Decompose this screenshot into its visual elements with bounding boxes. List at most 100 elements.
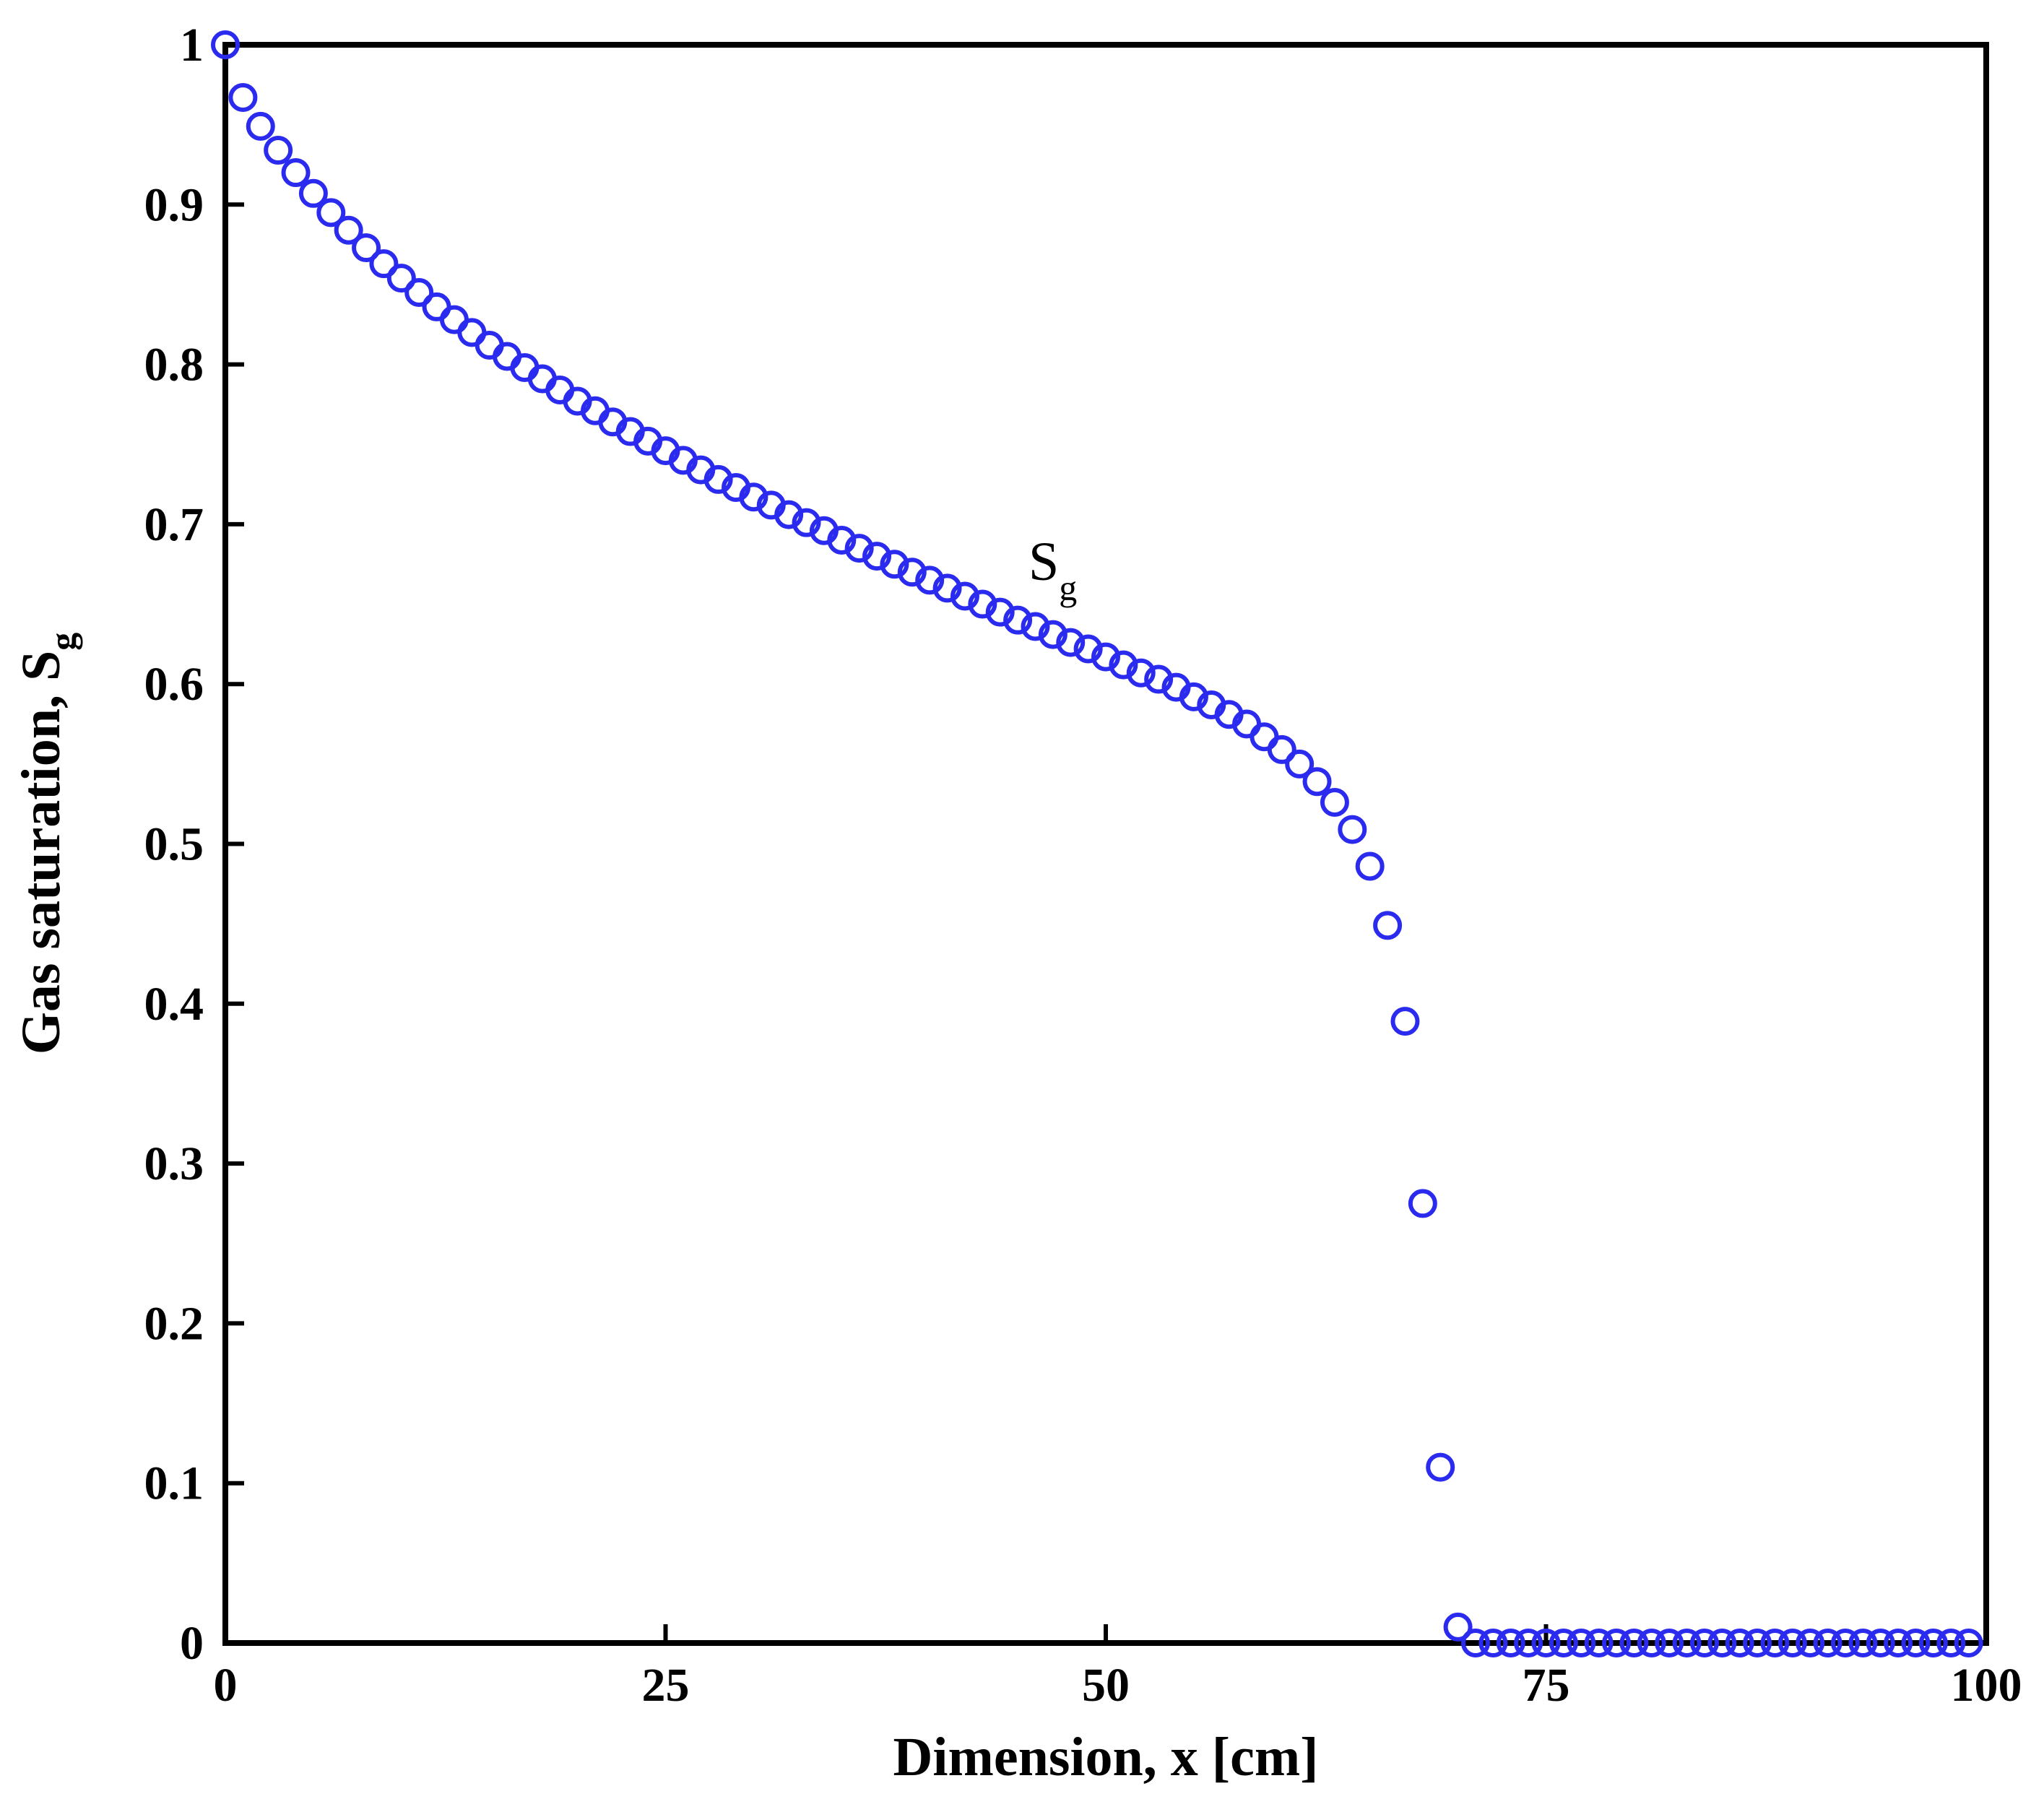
data-point	[1796, 1629, 1825, 1657]
data-point	[1426, 1452, 1455, 1482]
data-point	[968, 589, 997, 619]
data-point	[1091, 642, 1120, 672]
data-point	[1936, 1629, 1966, 1657]
data-point	[404, 278, 434, 308]
y-tick-label: 0.8	[144, 339, 204, 391]
data-point	[1144, 664, 1174, 694]
y-tick-label: 0.4	[144, 978, 204, 1031]
data-point	[1672, 1629, 1702, 1657]
data-point	[1549, 1629, 1578, 1657]
data-point	[1320, 787, 1349, 817]
data-point	[1689, 1629, 1719, 1657]
data-point	[1901, 1629, 1931, 1657]
data-point	[1250, 722, 1279, 752]
data-point	[1707, 1629, 1737, 1657]
data-point	[1126, 658, 1156, 688]
data-point	[1021, 612, 1050, 641]
data-point	[1830, 1629, 1860, 1657]
data-point	[1109, 650, 1138, 680]
data-point	[703, 464, 733, 494]
data-point	[228, 83, 258, 113]
data-point	[281, 158, 311, 188]
series-annotation: Sg	[1029, 532, 1077, 608]
data-point	[1584, 1629, 1614, 1657]
data-point	[1179, 682, 1208, 711]
x-axis-title: Dimension, x [cm]	[893, 1727, 1319, 1787]
data-point	[1777, 1629, 1807, 1657]
data-point	[1619, 1629, 1649, 1657]
data-point	[457, 318, 487, 347]
data-point	[1460, 1629, 1490, 1657]
data-point	[985, 597, 1015, 627]
y-tick-label: 0.3	[144, 1137, 204, 1190]
data-point	[1285, 749, 1315, 779]
x-tick-label: 50	[1082, 1659, 1130, 1712]
x-tick-label: 25	[642, 1659, 690, 1712]
y-axis-title: Gas saturation, Sg	[11, 633, 83, 1055]
data-point	[1655, 1629, 1684, 1657]
data-point	[1003, 605, 1033, 635]
data-point	[862, 542, 892, 571]
data-point	[880, 550, 909, 579]
data-point	[1760, 1629, 1790, 1657]
data-point	[1056, 628, 1086, 657]
data-point	[915, 565, 945, 595]
data-point	[298, 178, 328, 208]
data-point	[1478, 1629, 1508, 1657]
data-point	[739, 482, 768, 512]
data-point	[1637, 1629, 1666, 1657]
y-tick-label: 0.6	[144, 658, 204, 711]
data-point	[1443, 1612, 1473, 1642]
data-point	[1496, 1629, 1525, 1657]
data-point	[1848, 1629, 1878, 1657]
y-tick-label: 0.2	[144, 1297, 204, 1350]
data-point	[1355, 851, 1385, 881]
data-point	[352, 233, 381, 263]
annotation-main: S	[1029, 532, 1059, 592]
y-tick-label: 0.1	[144, 1457, 204, 1510]
data-point	[1813, 1629, 1842, 1657]
y-tick-label: 0.5	[144, 818, 204, 871]
tick-labels: 0 25 50 75 100 0 0.1 0.2 0.3 0.4 0.5 0.6 0.7 0.8 0.9 1	[144, 19, 2022, 1712]
y-tick-label: 1	[180, 19, 204, 71]
data-point	[1884, 1629, 1913, 1657]
data-point	[950, 581, 979, 611]
y-tick-label: 0.9	[144, 178, 204, 231]
data-point	[1602, 1629, 1632, 1657]
y-axis-title-sub: g	[43, 633, 83, 651]
y-tick-label: 0.7	[144, 498, 204, 551]
data-point	[1514, 1629, 1543, 1657]
data-point	[1866, 1629, 1895, 1657]
data-point	[792, 508, 821, 537]
data-point	[334, 215, 363, 245]
data-point	[316, 198, 346, 227]
data-point	[386, 264, 416, 293]
data-point	[1725, 1629, 1754, 1657]
y-axis-title-main: Gas saturation, S	[11, 651, 72, 1055]
data-point	[422, 292, 451, 321]
y-tick-label: 0	[180, 1617, 204, 1670]
data-point	[1038, 620, 1068, 649]
data-point	[1408, 1189, 1437, 1218]
data-point	[1743, 1629, 1772, 1657]
data-point	[1567, 1629, 1596, 1657]
x-tick-label: 75	[1523, 1659, 1570, 1712]
data-point	[264, 136, 293, 165]
data-point	[369, 249, 399, 279]
data-point	[439, 305, 469, 334]
annotation-sub: g	[1059, 568, 1077, 608]
plot-frame	[222, 42, 1989, 1646]
data-points	[211, 30, 1983, 1657]
data-point	[1302, 767, 1332, 797]
data-point	[1390, 1007, 1420, 1036]
data-point	[211, 30, 240, 59]
data-point	[1954, 1629, 1983, 1657]
data-point	[1531, 1629, 1561, 1657]
data-point	[1267, 734, 1296, 764]
data-point	[1073, 634, 1103, 664]
x-tick-label: 0	[214, 1659, 238, 1712]
x-tick-label: 100	[1951, 1659, 2022, 1712]
data-point	[1918, 1629, 1948, 1657]
data-point	[827, 526, 857, 555]
